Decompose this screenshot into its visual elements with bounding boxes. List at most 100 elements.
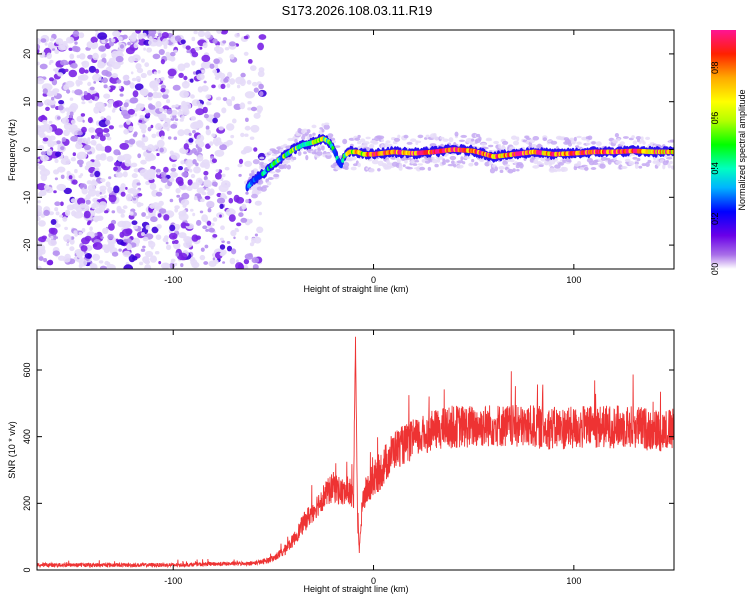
heatmap-cell: [493, 140, 499, 145]
heatmap-cell: [91, 135, 95, 139]
heatmap-cell: [52, 48, 56, 51]
heatmap-cell: [87, 220, 92, 224]
heatmap-cell: [122, 250, 132, 258]
heatmap-cell: [144, 172, 156, 181]
heatmap-cell: [406, 141, 413, 145]
heatmap-cell: [95, 127, 104, 135]
heatmap-cell: [161, 38, 169, 46]
heatmap-cell: [76, 151, 87, 160]
heatmap-cell: [396, 158, 401, 164]
heatmap-cell: [42, 124, 48, 130]
y-tick-label: 0: [22, 147, 32, 152]
heatmap-cell: [84, 69, 89, 74]
heatmap-cell: [536, 144, 543, 149]
heatmap-cell: [121, 109, 129, 117]
heatmap-cell: [160, 171, 167, 178]
heatmap-cell: [615, 160, 623, 164]
heatmap-cell: [51, 96, 55, 101]
heatmap-cell: [150, 124, 154, 129]
heatmap-cell: [219, 214, 222, 218]
heatmap-cell: [124, 159, 132, 167]
heatmap-cell: [169, 177, 175, 183]
heatmap-cell: [148, 103, 153, 110]
heatmap-cell: [325, 153, 332, 156]
heatmap-cell: [69, 111, 74, 116]
heatmap-cell: [144, 264, 152, 269]
heatmap-cell: [327, 133, 334, 138]
heatmap-cell: [73, 230, 78, 235]
heatmap-cell: [350, 156, 357, 161]
heatmap-cell: [108, 41, 115, 47]
heatmap-cell: [190, 94, 195, 99]
heatmap-cell: [254, 200, 262, 206]
heatmap-cell: [558, 162, 564, 166]
heatmap-cell: [498, 166, 505, 170]
heatmap-cell: [201, 54, 211, 63]
heatmap-cell: [88, 100, 93, 104]
heatmap-cell: [43, 209, 50, 216]
heatmap-cell: [652, 160, 658, 164]
heatmap-cell: [135, 63, 142, 70]
heatmap-cell: [427, 166, 432, 171]
heatmap-cell: [78, 67, 86, 74]
heatmap-cell: [144, 250, 154, 258]
heatmap-cell: [195, 177, 203, 186]
heatmap-cell: [447, 163, 455, 167]
heatmap-cell: [48, 239, 57, 247]
heatmap-cell: [70, 119, 76, 125]
heatmap-cell: [259, 156, 265, 160]
heatmap-cell: [49, 37, 55, 42]
heatmap-cell: [155, 234, 162, 240]
heatmap-cell: [251, 170, 255, 174]
heatmap-cell: [220, 225, 225, 230]
heatmap-cell: [478, 158, 485, 162]
heatmap-cell: [665, 160, 670, 163]
heatmap-cell: [171, 163, 177, 168]
heatmap-cell: [371, 159, 379, 165]
heatmap-cell: [538, 164, 544, 167]
heatmap-cell: [56, 140, 61, 145]
heatmap-cell: [201, 191, 207, 196]
heatmap-cell: [55, 151, 62, 157]
heatmap-cell: [92, 142, 97, 146]
heatmap-cell: [99, 135, 106, 142]
heatmap-cell: [215, 172, 222, 180]
heatmap-cell: [212, 234, 218, 238]
heatmap-cell: [319, 127, 324, 130]
heatmap-cell: [54, 201, 61, 206]
heatmap-cell: [591, 141, 596, 145]
heatmap-cell: [571, 141, 576, 145]
heatmap-cell: [120, 191, 126, 197]
heatmap-cell: [263, 162, 268, 166]
heatmap-cell: [170, 152, 181, 160]
heatmap-cell: [70, 157, 77, 162]
heatmap-cell: [138, 202, 144, 207]
heatmap-cell: [203, 261, 209, 265]
heatmap-cell: [203, 170, 209, 176]
heatmap-cell: [100, 236, 104, 239]
heatmap-cell: [448, 137, 454, 143]
heatmap-cell: [462, 161, 466, 165]
heatmap-cell: [144, 62, 150, 68]
heatmap-cell: [109, 266, 113, 269]
heatmap-cell: [54, 49, 60, 54]
heatmap-cell: [200, 198, 205, 203]
heatmap-cell: [219, 251, 225, 257]
heatmap-cell: [244, 235, 249, 241]
heatmap-cell: [235, 259, 239, 264]
heatmap-cell: [158, 32, 162, 37]
heatmap-cell: [636, 138, 641, 143]
heatmap-cell: [126, 243, 132, 251]
heatmap-cell: [516, 136, 520, 142]
heatmap-cell: [179, 90, 190, 98]
heatmap-cell: [165, 51, 171, 57]
heatmap-cell: [64, 68, 69, 72]
heatmap-cell: [63, 129, 70, 136]
heatmap-cell: [136, 182, 141, 186]
heatmap-cell: [226, 245, 233, 252]
heatmap-cell: [278, 165, 285, 170]
heatmap-cell: [568, 142, 572, 147]
heatmap-cell: [213, 112, 221, 119]
heatmap-cell: [58, 100, 65, 105]
heatmap-cell: [218, 126, 224, 131]
